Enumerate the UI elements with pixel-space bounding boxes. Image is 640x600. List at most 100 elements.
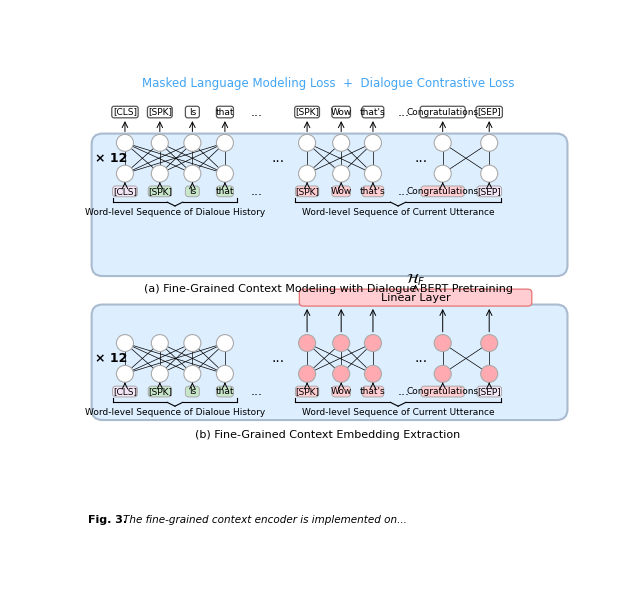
- FancyBboxPatch shape: [113, 186, 138, 197]
- FancyBboxPatch shape: [477, 186, 502, 197]
- Circle shape: [298, 165, 316, 182]
- FancyBboxPatch shape: [148, 386, 172, 397]
- Circle shape: [298, 365, 316, 382]
- Circle shape: [481, 165, 498, 182]
- FancyBboxPatch shape: [362, 186, 384, 197]
- FancyBboxPatch shape: [186, 106, 199, 118]
- Circle shape: [333, 134, 349, 151]
- Circle shape: [184, 365, 201, 382]
- Text: [SEP]: [SEP]: [477, 107, 501, 116]
- Text: Wow: Wow: [330, 187, 352, 196]
- Text: × 12: × 12: [95, 152, 127, 165]
- Circle shape: [116, 335, 134, 352]
- Text: Word-level Sequence of Current Utterance: Word-level Sequence of Current Utterance: [302, 409, 495, 418]
- Text: ...: ...: [251, 385, 262, 398]
- Text: ...: ...: [251, 106, 262, 119]
- Circle shape: [333, 365, 349, 382]
- FancyBboxPatch shape: [296, 186, 319, 197]
- Circle shape: [298, 134, 316, 151]
- FancyBboxPatch shape: [362, 106, 384, 118]
- Circle shape: [216, 134, 234, 151]
- Circle shape: [364, 365, 381, 382]
- Text: $\mathcal{H}_F$: $\mathcal{H}_F$: [406, 272, 425, 287]
- FancyBboxPatch shape: [296, 386, 319, 397]
- FancyBboxPatch shape: [147, 106, 172, 118]
- FancyBboxPatch shape: [332, 106, 351, 118]
- FancyBboxPatch shape: [420, 106, 465, 118]
- Text: Wow: Wow: [330, 107, 352, 116]
- FancyBboxPatch shape: [216, 386, 234, 397]
- Text: that: that: [216, 107, 234, 116]
- Text: [SPK]: [SPK]: [295, 107, 319, 116]
- Circle shape: [184, 165, 201, 182]
- Text: ...: ...: [415, 352, 428, 365]
- Text: Is: Is: [189, 187, 196, 196]
- Circle shape: [151, 365, 168, 382]
- Text: ...: ...: [398, 185, 410, 198]
- Circle shape: [481, 134, 498, 151]
- FancyBboxPatch shape: [113, 386, 138, 397]
- Circle shape: [364, 165, 381, 182]
- FancyBboxPatch shape: [332, 186, 351, 197]
- Text: Congratulations: Congratulations: [406, 107, 479, 116]
- Text: [SPK]: [SPK]: [295, 187, 319, 196]
- Text: [SPK]: [SPK]: [295, 387, 319, 396]
- FancyBboxPatch shape: [148, 186, 172, 197]
- Text: [SEP]: [SEP]: [477, 187, 501, 196]
- Text: Congratulations: Congratulations: [406, 187, 479, 196]
- Text: that's: that's: [360, 387, 386, 396]
- Circle shape: [481, 365, 498, 382]
- Text: × 12: × 12: [95, 352, 127, 365]
- Text: Word-level Sequence of Dialoue History: Word-level Sequence of Dialoue History: [85, 208, 265, 217]
- Circle shape: [333, 335, 349, 352]
- Text: (a) Fine-Grained Context Modeling with Dialogue BERT Pretraining: (a) Fine-Grained Context Modeling with D…: [143, 284, 513, 294]
- Text: Fig. 3.: Fig. 3.: [88, 515, 127, 525]
- Circle shape: [116, 365, 134, 382]
- Circle shape: [434, 365, 451, 382]
- FancyBboxPatch shape: [477, 386, 502, 397]
- FancyBboxPatch shape: [362, 386, 384, 397]
- Circle shape: [151, 134, 168, 151]
- Text: The fine-grained context encoder is implemented on...: The fine-grained context encoder is impl…: [123, 515, 406, 525]
- FancyBboxPatch shape: [112, 106, 138, 118]
- FancyBboxPatch shape: [216, 106, 234, 118]
- FancyBboxPatch shape: [216, 186, 234, 197]
- Circle shape: [434, 165, 451, 182]
- Circle shape: [216, 335, 234, 352]
- FancyBboxPatch shape: [300, 289, 532, 306]
- Circle shape: [116, 165, 134, 182]
- Circle shape: [333, 165, 349, 182]
- FancyBboxPatch shape: [92, 134, 568, 276]
- Circle shape: [298, 335, 316, 352]
- Text: ...: ...: [415, 151, 428, 165]
- Circle shape: [364, 134, 381, 151]
- Circle shape: [434, 134, 451, 151]
- Text: [CLS]: [CLS]: [113, 107, 137, 116]
- Text: that's: that's: [360, 187, 386, 196]
- Text: Linear Layer: Linear Layer: [381, 293, 451, 302]
- Text: Wow: Wow: [330, 387, 352, 396]
- Circle shape: [434, 335, 451, 352]
- Text: [CLS]: [CLS]: [113, 187, 137, 196]
- Text: (b) Fine-Grained Context Embedding Extraction: (b) Fine-Grained Context Embedding Extra…: [195, 430, 461, 440]
- Circle shape: [481, 335, 498, 352]
- Text: Congratulations: Congratulations: [406, 387, 479, 396]
- Circle shape: [364, 335, 381, 352]
- Text: ...: ...: [271, 151, 284, 165]
- Text: Is: Is: [189, 387, 196, 396]
- FancyBboxPatch shape: [294, 106, 319, 118]
- Text: Is: Is: [189, 107, 196, 116]
- Text: [SPK]: [SPK]: [148, 107, 172, 116]
- Text: [SPK]: [SPK]: [148, 387, 172, 396]
- FancyBboxPatch shape: [332, 386, 351, 397]
- Circle shape: [216, 365, 234, 382]
- Text: Masked Language Modeling Loss  +  Dialogue Contrastive Loss: Masked Language Modeling Loss + Dialogue…: [141, 77, 515, 90]
- Text: Word-level Sequence of Current Utterance: Word-level Sequence of Current Utterance: [302, 208, 495, 217]
- Text: [CLS]: [CLS]: [113, 387, 137, 396]
- FancyBboxPatch shape: [421, 186, 465, 197]
- Circle shape: [151, 335, 168, 352]
- FancyBboxPatch shape: [92, 305, 568, 420]
- Text: ...: ...: [271, 352, 284, 365]
- Circle shape: [184, 134, 201, 151]
- Text: Word-level Sequence of Dialoue History: Word-level Sequence of Dialoue History: [85, 409, 265, 418]
